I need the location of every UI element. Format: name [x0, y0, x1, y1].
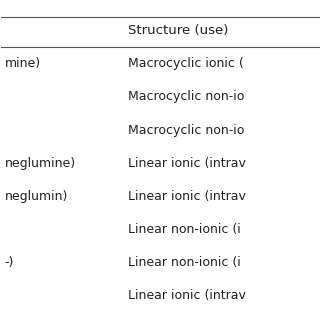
Text: Linear ionic (intrav: Linear ionic (intrav [128, 190, 246, 203]
Text: Macrocyclic non-io: Macrocyclic non-io [128, 91, 245, 103]
Text: Linear non-ionic (i: Linear non-ionic (i [128, 223, 241, 236]
Text: Macrocyclic ionic (: Macrocyclic ionic ( [128, 57, 244, 70]
Text: mine): mine) [4, 57, 41, 70]
Text: Macrocyclic non-io: Macrocyclic non-io [128, 124, 245, 137]
Text: neglumine): neglumine) [4, 157, 76, 170]
Text: Linear ionic (intrav: Linear ionic (intrav [128, 289, 246, 302]
Text: Structure (use): Structure (use) [128, 24, 229, 37]
Text: neglumin): neglumin) [4, 190, 68, 203]
Text: Linear ionic (intrav: Linear ionic (intrav [128, 157, 246, 170]
Text: Linear non-ionic (i: Linear non-ionic (i [128, 256, 241, 269]
Text: -): -) [4, 256, 14, 269]
